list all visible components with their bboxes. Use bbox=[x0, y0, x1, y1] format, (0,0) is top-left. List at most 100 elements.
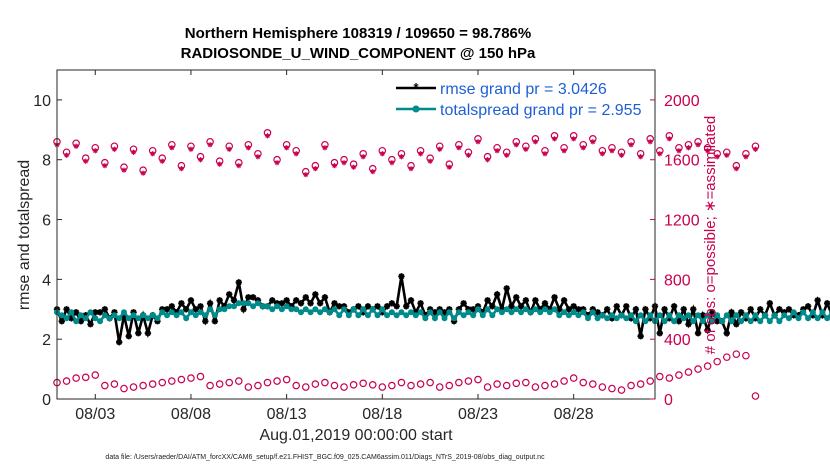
data-point bbox=[589, 309, 596, 316]
data-point bbox=[282, 375, 291, 384]
data-point bbox=[493, 380, 501, 388]
data-point bbox=[355, 303, 362, 310]
data-point bbox=[647, 312, 654, 319]
data-point bbox=[359, 379, 367, 388]
data-point bbox=[312, 306, 319, 313]
data-point bbox=[202, 318, 209, 325]
data-point bbox=[733, 166, 739, 172]
data-point bbox=[388, 309, 395, 316]
data-point bbox=[455, 309, 462, 316]
data-point bbox=[178, 309, 185, 316]
data-point bbox=[742, 312, 749, 319]
data-point bbox=[293, 306, 300, 313]
data-point bbox=[144, 330, 152, 337]
data-point bbox=[565, 306, 573, 313]
data-point bbox=[393, 303, 400, 310]
data-point bbox=[527, 309, 534, 316]
data-point bbox=[589, 380, 597, 388]
data-point bbox=[560, 297, 568, 304]
data-point bbox=[814, 315, 821, 322]
data-point bbox=[215, 380, 224, 388]
data-point bbox=[579, 378, 588, 387]
y-right-tick-label: 1600 bbox=[664, 153, 700, 170]
data-point bbox=[680, 306, 687, 313]
data-point bbox=[494, 306, 501, 313]
data-point bbox=[814, 297, 821, 304]
data-point bbox=[196, 372, 205, 381]
data-point bbox=[326, 309, 333, 316]
data-point bbox=[345, 312, 352, 319]
data-point bbox=[747, 318, 754, 325]
data-point bbox=[790, 309, 797, 316]
data-point bbox=[206, 381, 214, 390]
data-point bbox=[805, 315, 812, 322]
data-point bbox=[140, 312, 147, 319]
data-point bbox=[632, 318, 639, 325]
data-point bbox=[465, 309, 472, 316]
data-point bbox=[475, 139, 481, 145]
series-totalspread bbox=[54, 300, 830, 325]
data-point bbox=[766, 318, 773, 325]
y-right-tick-label: 0 bbox=[664, 392, 673, 409]
data-point bbox=[231, 303, 238, 310]
data-point bbox=[713, 318, 721, 325]
data-point bbox=[388, 381, 396, 390]
data-point bbox=[111, 146, 118, 152]
data-point bbox=[695, 312, 702, 319]
data-point bbox=[460, 300, 467, 307]
data-point bbox=[340, 383, 348, 391]
data-point bbox=[804, 303, 812, 310]
data-point bbox=[349, 380, 358, 389]
data-point bbox=[350, 306, 357, 313]
data-point bbox=[657, 151, 663, 157]
data-point bbox=[211, 312, 218, 319]
data-point bbox=[627, 381, 635, 390]
x-tick-label: 08/18 bbox=[362, 406, 402, 423]
data-point bbox=[197, 309, 204, 316]
data-point bbox=[73, 143, 79, 149]
data-point bbox=[416, 380, 425, 388]
data-point bbox=[159, 158, 165, 164]
data-point bbox=[451, 315, 458, 322]
data-point bbox=[464, 377, 473, 385]
data-point bbox=[513, 294, 520, 301]
data-point bbox=[518, 309, 525, 316]
data-point bbox=[694, 330, 702, 337]
legend-marker-rmse: * bbox=[413, 80, 419, 95]
data-point bbox=[188, 146, 194, 152]
data-point bbox=[58, 318, 65, 325]
data-point bbox=[207, 306, 214, 313]
data-point bbox=[675, 318, 683, 325]
data-point bbox=[431, 309, 439, 316]
data-point bbox=[590, 139, 596, 145]
data-point bbox=[278, 306, 285, 313]
data-point bbox=[297, 300, 305, 307]
data-point bbox=[498, 309, 505, 316]
data-point bbox=[273, 377, 281, 385]
data-point bbox=[245, 145, 251, 151]
data-point bbox=[541, 300, 549, 307]
data-point bbox=[604, 315, 611, 322]
data-point bbox=[63, 152, 70, 158]
data-point bbox=[542, 151, 548, 157]
data-point bbox=[407, 381, 415, 390]
data-point bbox=[369, 306, 376, 313]
data-point bbox=[598, 383, 607, 391]
data-point bbox=[623, 303, 630, 310]
data-point bbox=[800, 309, 807, 316]
data-point bbox=[97, 318, 104, 325]
data-point bbox=[714, 154, 720, 160]
data-point bbox=[368, 380, 377, 389]
data-point bbox=[613, 315, 620, 322]
data-point bbox=[217, 161, 223, 167]
data-point bbox=[303, 172, 309, 178]
data-point bbox=[638, 154, 644, 160]
data-point bbox=[470, 306, 477, 313]
data-point bbox=[408, 166, 414, 172]
data-point bbox=[456, 145, 462, 151]
y-left-tick-label: 6 bbox=[42, 213, 51, 230]
data-point bbox=[192, 306, 199, 313]
data-point bbox=[504, 152, 510, 158]
data-point bbox=[92, 148, 98, 154]
data-point bbox=[403, 312, 410, 319]
